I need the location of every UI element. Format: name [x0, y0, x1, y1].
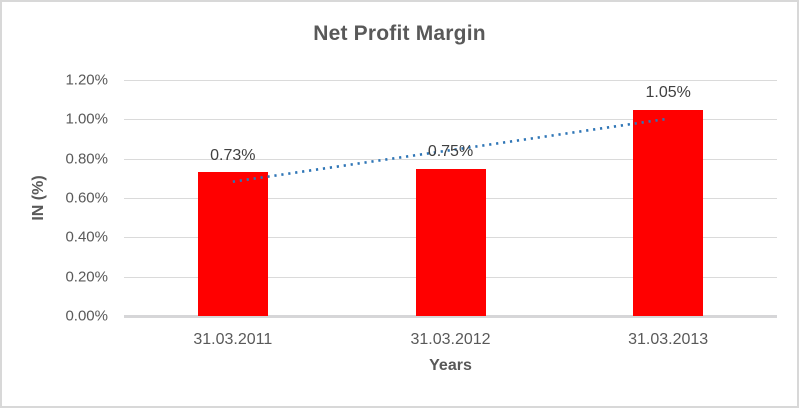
y-axis-title: IN (%) [30, 175, 47, 221]
gridline [124, 159, 777, 160]
y-tick-label: 1.00% [65, 110, 108, 128]
bar-31.03.2011 [197, 172, 268, 316]
plot-area: 0.00% 0.20% 0.40% 0.60% 0.80% 1.00% 1.20% 0.73%… [65, 73, 777, 348]
bar-31.03.2012 [415, 168, 486, 316]
x-axis-title: Years [429, 357, 472, 374]
trendline [232, 117, 669, 183]
y-tick-label: 0.20% [65, 268, 108, 286]
data-label: 0.75% [427, 142, 474, 160]
x-tick-label: 31.03.2013 [628, 331, 709, 348]
x-axis-line [124, 315, 777, 318]
bar-31.03.2013 [633, 109, 704, 316]
data-label: 0.73% [210, 146, 256, 164]
y-tick-label: 0.80% [65, 150, 108, 168]
data-label: 1.05% [645, 83, 691, 101]
y-tick-label: 0.40% [65, 228, 108, 246]
gridline [124, 80, 777, 81]
y-tick-label: 0.60% [65, 189, 108, 207]
y-tick-label: 1.20% [65, 71, 108, 89]
gridline [124, 119, 777, 120]
y-tick-label: 0.00% [65, 307, 108, 325]
x-tick-label: 31.03.2011 [193, 331, 273, 348]
chart-title: Net Profit Margin [313, 22, 486, 45]
x-tick-label: 31.03.2012 [410, 331, 491, 348]
